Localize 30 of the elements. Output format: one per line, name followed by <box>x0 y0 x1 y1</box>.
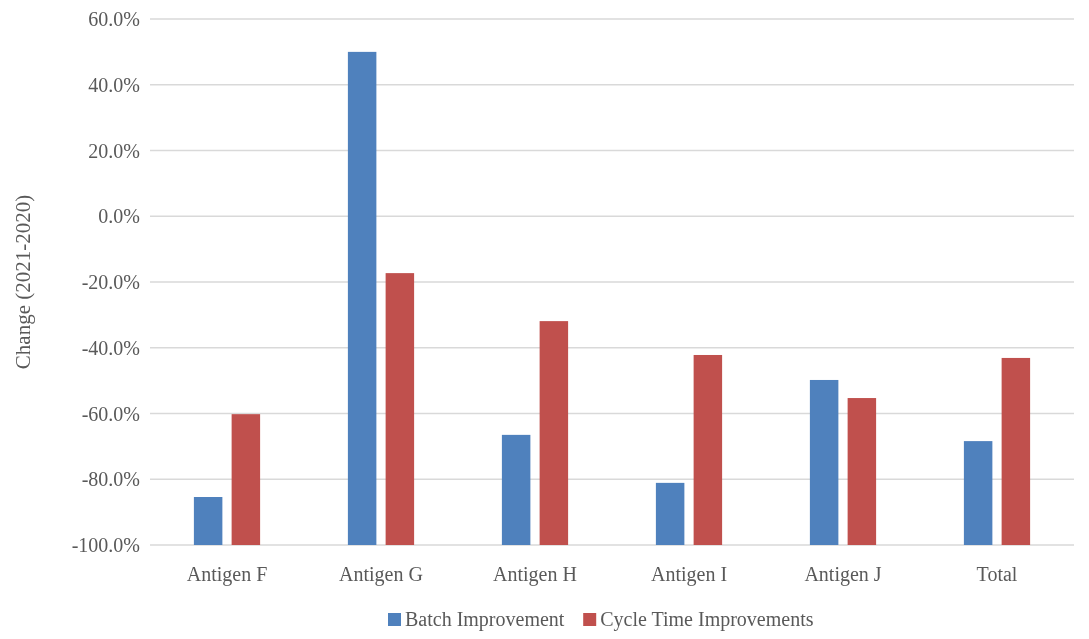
x-tick-label: Antigen H <box>493 563 577 586</box>
bar <box>539 321 569 545</box>
y-tick-label: 20.0% <box>88 139 140 162</box>
bar <box>1001 357 1031 545</box>
bar <box>385 273 415 545</box>
y-tick-label: -80.0% <box>81 468 140 491</box>
bar <box>231 414 261 545</box>
bar <box>193 497 223 545</box>
bar <box>501 434 531 545</box>
x-tick-label: Total <box>976 563 1018 585</box>
x-tick-label: Antigen F <box>186 563 268 586</box>
x-tick-label: Antigen J <box>804 563 882 586</box>
y-tick-label: 40.0% <box>88 73 140 96</box>
bar <box>809 379 839 545</box>
y-tick-label: -20.0% <box>81 271 140 293</box>
bar <box>963 441 993 545</box>
x-tick-label: Antigen G <box>339 563 423 586</box>
bar <box>347 51 377 545</box>
y-axis-title: Change (2021-2020) <box>11 194 35 370</box>
bar <box>693 354 723 545</box>
y-tick-label: -60.0% <box>81 402 140 425</box>
y-tick-label: -100.0% <box>71 534 140 556</box>
bar <box>655 482 685 545</box>
legend-label: Batch Improvement <box>405 608 565 631</box>
y-tick-label: -40.0% <box>81 336 140 359</box>
bar <box>847 398 877 545</box>
legend-label: Cycle Time Improvements <box>600 608 814 631</box>
y-tick-label: 60.0% <box>88 8 140 30</box>
y-tick-label: 0.0% <box>98 205 140 228</box>
x-tick-label: Antigen I <box>650 563 728 586</box>
